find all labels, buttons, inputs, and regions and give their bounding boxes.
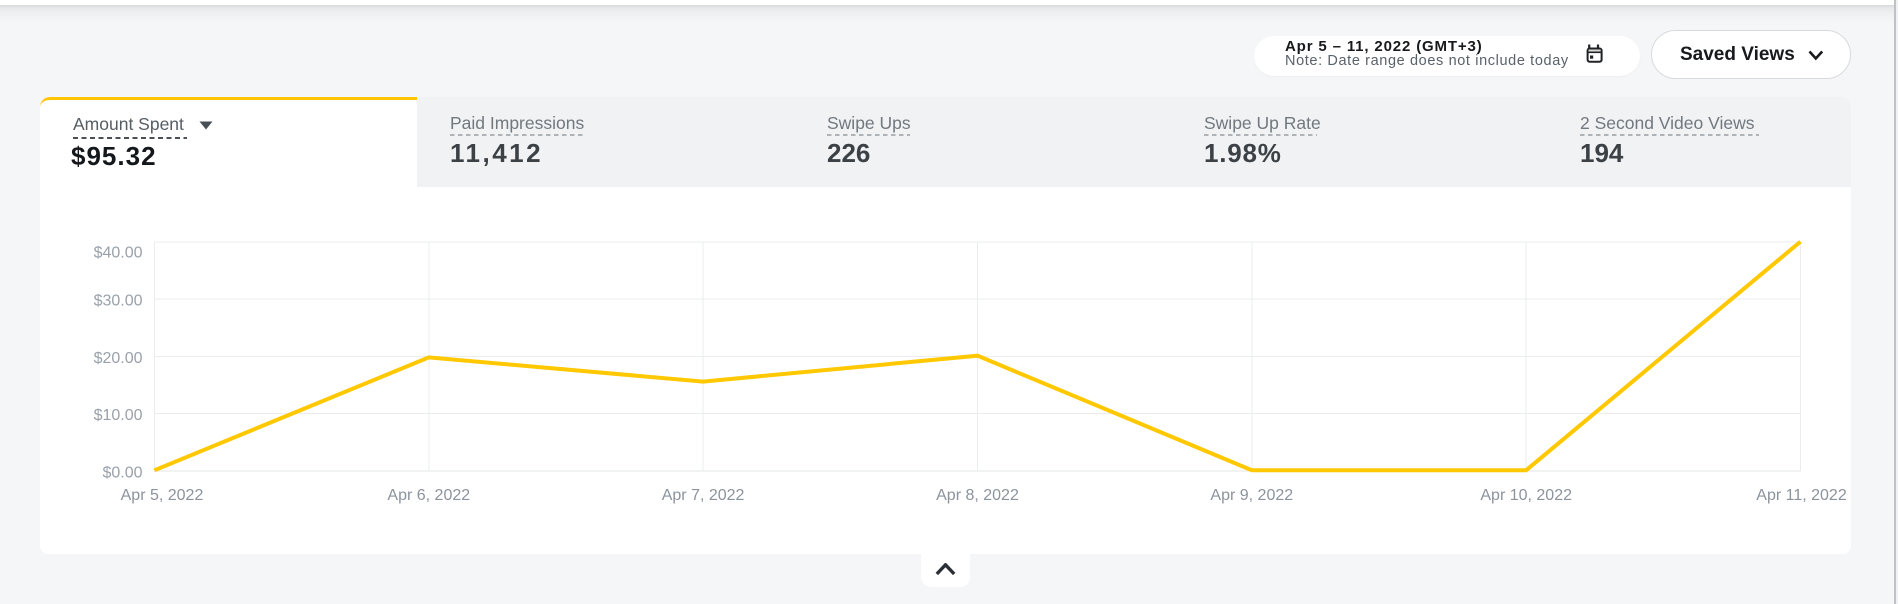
svg-text:Apr 11, 2022: Apr 11, 2022 bbox=[1756, 487, 1847, 504]
svg-text:Apr 8, 2022: Apr 8, 2022 bbox=[936, 487, 1019, 504]
svg-text:Apr 7, 2022: Apr 7, 2022 bbox=[662, 487, 745, 504]
svg-text:$10.00: $10.00 bbox=[94, 407, 143, 424]
svg-text:Apr 10, 2022: Apr 10, 2022 bbox=[1480, 487, 1572, 504]
svg-text:$30.00: $30.00 bbox=[94, 293, 143, 310]
svg-text:Apr 6, 2022: Apr 6, 2022 bbox=[387, 487, 470, 504]
svg-text:Apr 5, 2022: Apr 5, 2022 bbox=[121, 487, 204, 504]
svg-text:$20.00: $20.00 bbox=[94, 350, 143, 367]
svg-text:$0.00: $0.00 bbox=[102, 465, 142, 482]
svg-text:$40.00: $40.00 bbox=[94, 244, 143, 261]
svg-text:Apr 9, 2022: Apr 9, 2022 bbox=[1210, 487, 1293, 504]
